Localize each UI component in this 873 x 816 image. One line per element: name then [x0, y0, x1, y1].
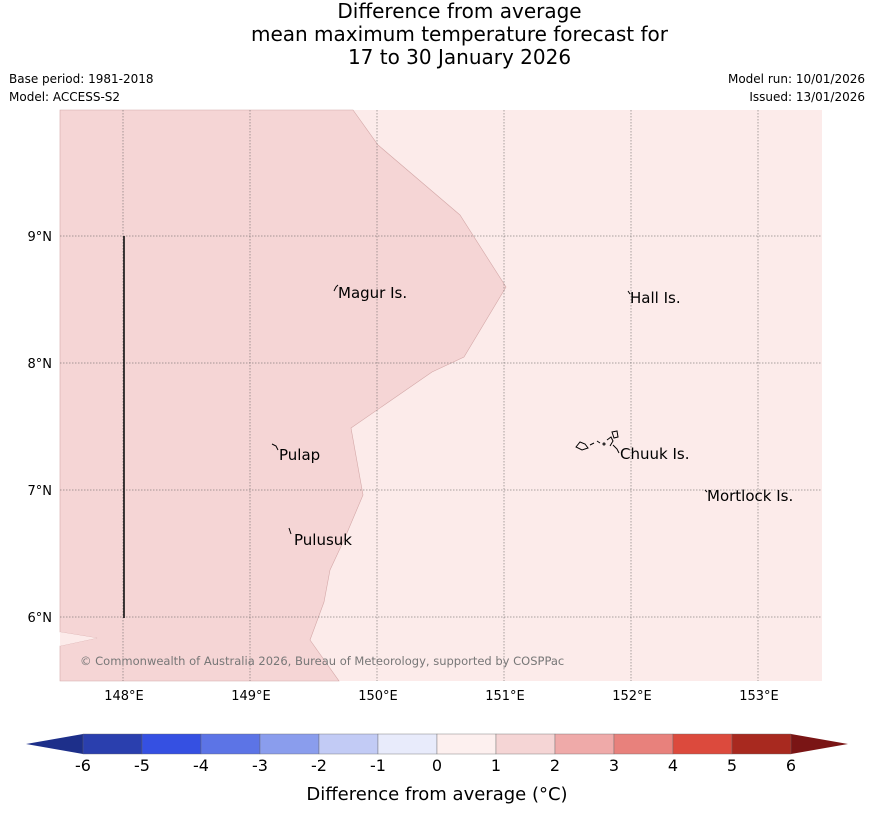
island-chuuk-lagoon	[575, 430, 620, 454]
meta-right: Model run: 10/01/2026 Issued: 13/01/2026	[728, 70, 865, 106]
colorbar-tick--4: -4	[193, 756, 209, 775]
model-name: Model: ACCESS-S2	[9, 90, 121, 104]
colorbar-tick-2: 2	[550, 756, 560, 775]
colorbar-tick--1: -1	[370, 756, 386, 775]
colorbar-segment-2-to-3	[554, 733, 615, 755]
place-label-pulusuk: Pulusuk	[294, 531, 352, 549]
colorbar-title: Difference from average (°C)	[306, 784, 567, 805]
map-title: Difference from average mean maximum tem…	[0, 0, 873, 69]
colorbar-segment--4-to--3	[200, 733, 261, 755]
island-magur	[333, 284, 339, 292]
lat-label-8: 8°N	[28, 357, 53, 372]
colorbar-tick--6: -6	[75, 756, 91, 775]
colorbar-segment-5-to-6	[731, 733, 792, 755]
lon-label-148: 148°E	[104, 689, 144, 704]
place-label-chuuk: Chuuk Is.	[620, 445, 689, 463]
lat-label-7: 7°N	[28, 484, 53, 499]
region-anomaly-0-to-1-inlet	[60, 632, 97, 646]
colorbar-tick-1: 1	[491, 756, 501, 775]
colorbar-segments	[82, 733, 792, 755]
colorbar-segment--3-to--2	[259, 733, 320, 755]
island-pulap	[271, 443, 279, 451]
model-run: Model run: 10/01/2026	[727, 72, 865, 86]
colorbar-over-arrow	[791, 734, 848, 754]
colorbar-under-arrow	[26, 734, 83, 754]
colorbar-segment--1-to-0	[377, 733, 438, 755]
place-label-magur: Magur Is.	[338, 284, 407, 302]
meta-left: Base period: 1981-2018 Model: ACCESS-S2	[9, 70, 154, 106]
colorbar-tick--5: -5	[134, 756, 150, 775]
lon-label-152: 152°E	[612, 689, 652, 704]
lon-label-151: 151°E	[485, 689, 525, 704]
base-period: Base period: 1981-2018	[9, 72, 154, 86]
place-label-pulap: Pulap	[279, 446, 320, 464]
lon-label-149: 149°E	[231, 689, 271, 704]
lon-label-153: 153°E	[739, 689, 779, 704]
title-line-3: 17 to 30 January 2026	[347, 45, 572, 69]
colorbar-segment-3-to-4	[613, 733, 674, 755]
colorbar-tick-5: 5	[727, 756, 737, 775]
colorbar-tick-3: 3	[609, 756, 619, 775]
colorbar-segment-0-to-1	[436, 733, 497, 755]
colorbar-segment--5-to--4	[141, 733, 202, 755]
title-line-1: Difference from average	[337, 0, 582, 23]
colorbar-tick-6: 6	[786, 756, 796, 775]
island-pulusuk	[288, 527, 292, 535]
colorbar-segment--2-to--1	[318, 733, 379, 755]
colorbar-segment-4-to-5	[672, 733, 733, 755]
colorbar-tick-4: 4	[668, 756, 678, 775]
colorbar-tick--2: -2	[311, 756, 327, 775]
colorbar: -6 -5 -4 -3 -2 -1 0 1 2 3 4 5 6 Differen…	[26, 733, 848, 805]
lat-label-9: 9°N	[28, 230, 53, 245]
island-mortlock	[704, 489, 708, 493]
title-line-2: mean maximum temperature forecast for	[250, 22, 668, 46]
place-labels: Magur Is. Hall Is. Pulap Chuuk Is. Mortl…	[279, 284, 793, 549]
copyright-notice: © Commonwealth of Australia 2026, Bureau…	[80, 654, 564, 668]
colorbar-segment--6-to--5	[82, 733, 143, 755]
lat-label-6: 6°N	[28, 611, 53, 626]
lat-labels: 9°N 8°N 7°N 6°N	[28, 230, 53, 626]
colorbar-segment-1-to-2	[495, 733, 556, 755]
colorbar-tick-labels: -6 -5 -4 -3 -2 -1 0 1 2 3 4 5 6	[75, 756, 796, 775]
island-hall	[627, 290, 631, 295]
grid-lines	[60, 110, 822, 681]
lon-label-150: 150°E	[358, 689, 398, 704]
island-outlines	[271, 284, 708, 535]
colorbar-tick--3: -3	[252, 756, 268, 775]
map-panel	[59, 109, 822, 682]
place-label-mortlock: Mortlock Is.	[707, 487, 793, 505]
colorbar-tick-0: 0	[432, 756, 442, 775]
issued-date: Issued: 13/01/2026	[749, 90, 865, 104]
lon-labels: 148°E 149°E 150°E 151°E 152°E 153°E	[104, 689, 779, 704]
place-label-hall: Hall Is.	[630, 289, 681, 307]
